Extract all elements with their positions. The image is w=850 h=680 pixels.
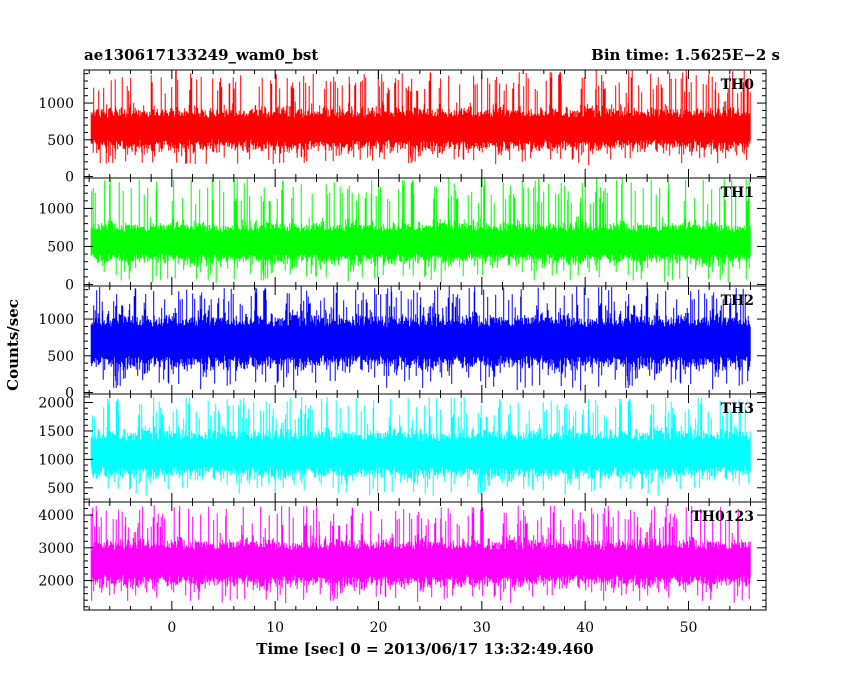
panel-label: TH0 [721, 77, 755, 93]
y-tick-label: 500 [47, 481, 74, 497]
panel-frame [83, 501, 767, 611]
series-th0 [90, 70, 751, 165]
x-tick-label: 30 [473, 620, 491, 636]
panels-group: 05001000TH005001000TH105001000TH25001000… [38, 69, 767, 636]
y-tick-label: 500 [47, 349, 74, 365]
panel-th1: 0 500 1000 TH1 [38, 177, 767, 293]
panel-label: TH2 [721, 293, 754, 309]
series-th3 [90, 396, 751, 497]
panel-label: TH3 [721, 401, 754, 417]
y-tick-label: 4000 [38, 508, 74, 524]
x-tick-label: 0 [167, 620, 176, 636]
y-tick-label: 1500 [38, 424, 74, 440]
y-tick-label: 1000 [38, 452, 74, 468]
y-tick-label: 3000 [38, 541, 74, 557]
series-th1 [90, 178, 751, 283]
y-tick-label: 500 [47, 133, 74, 149]
y-axis-label: Counts/sec [4, 299, 22, 391]
y-tick-label: 2000 [38, 574, 74, 590]
chart-title-left: ae130617133249_wam0_bst [84, 46, 318, 64]
x-axis-label: Time [sec] 0 = 2013/06/17 13:32:49.460 [256, 640, 593, 658]
y-tick-label: 0 [65, 277, 74, 293]
x-tick-label: 50 [680, 620, 698, 636]
series-th0123 [90, 505, 751, 604]
y-tick-label: 1000 [38, 312, 74, 328]
series-th2 [90, 286, 751, 391]
panel-label: TH1 [721, 185, 754, 201]
x-tick-label: 40 [576, 620, 594, 636]
y-tick-label: 1000 [38, 96, 74, 112]
x-tick-label: 10 [266, 620, 284, 636]
chart-title-right: Bin time: 1.5625E−2 s [591, 46, 780, 64]
panel-label: TH0123 [691, 509, 754, 525]
y-tick-label: 500 [47, 239, 74, 255]
x-tick-label: 20 [370, 620, 388, 636]
y-tick-label: 0 [65, 170, 74, 186]
y-tick-label: 2000 [38, 396, 74, 412]
panel-th2: 0 500 1000 TH2 [38, 285, 767, 402]
y-tick-label: 1000 [38, 201, 74, 217]
panel-th3: 500 1000 1500 2000 TH3 [38, 393, 767, 503]
panel-th0: 0 500 1000 TH0 [38, 69, 767, 186]
y-tick-label: 0 [65, 386, 74, 402]
panel-th0123: 2000 3000 4000 TH0123 [38, 501, 767, 611]
